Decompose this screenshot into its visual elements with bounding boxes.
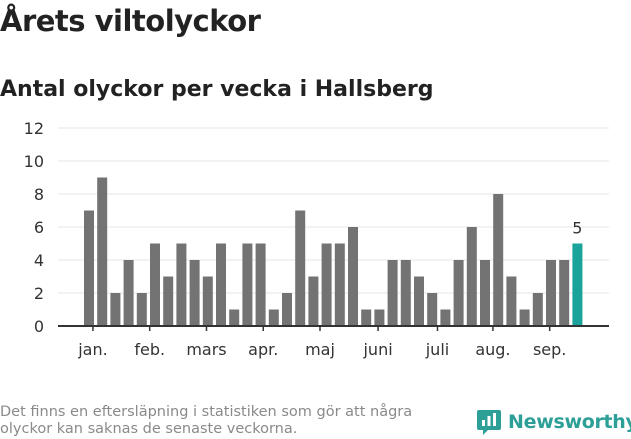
- bar: [229, 309, 240, 326]
- highlighted-bar: [572, 243, 583, 326]
- y-tick-label: 6: [34, 218, 44, 237]
- bar: [506, 276, 517, 326]
- y-tick-label: 2: [34, 284, 44, 303]
- bar: [202, 276, 213, 326]
- x-tick-label: mars: [186, 340, 226, 359]
- y-tick-label: 12: [24, 119, 44, 138]
- brand-name: Newsworthy: [508, 411, 631, 433]
- x-tick-label: maj: [305, 340, 335, 359]
- bar: [374, 309, 385, 326]
- chart-title: Årets viltolyckor: [0, 4, 261, 38]
- bar: [255, 243, 266, 326]
- x-tick-label: apr.: [248, 340, 278, 359]
- y-tick-label: 0: [34, 317, 44, 336]
- bar: [176, 243, 187, 326]
- bar: [282, 293, 292, 326]
- bar: [295, 210, 306, 326]
- bar: [361, 309, 372, 326]
- data-label: 5: [572, 219, 582, 238]
- bar: [440, 309, 451, 326]
- bar: [480, 260, 490, 326]
- bar-chart: 0 2 4 6 8 10 12 5 jan. feb. mars apr. maj juni juli aug…: [24, 119, 609, 359]
- bar: [216, 243, 226, 326]
- y-tick-label: 10: [24, 152, 44, 171]
- bar: [427, 293, 438, 326]
- bar: [453, 260, 464, 326]
- bar: [84, 210, 94, 326]
- bar: [268, 309, 279, 326]
- bar: [123, 260, 134, 326]
- y-tick-label: 8: [34, 185, 44, 204]
- bar: [321, 243, 332, 326]
- bar: [532, 293, 543, 326]
- x-tick-label: juli: [425, 340, 449, 359]
- bar: [414, 276, 424, 326]
- bar: [466, 227, 477, 326]
- bar: [150, 243, 160, 326]
- bar: [189, 260, 200, 326]
- x-tick-label: feb.: [134, 340, 165, 359]
- bar: [559, 260, 570, 326]
- bar: [400, 260, 411, 326]
- bar: [136, 293, 147, 326]
- bar: [348, 227, 358, 326]
- bar: [387, 260, 398, 326]
- x-tick-label: aug.: [475, 340, 510, 359]
- bar: [242, 243, 253, 326]
- bar: [546, 260, 556, 326]
- bar: [97, 177, 108, 326]
- y-tick-label: 4: [34, 251, 44, 270]
- x-tick-label: juni: [362, 340, 392, 359]
- newsworthy-logo-icon: [477, 410, 501, 435]
- bar: [163, 276, 174, 326]
- x-tick-label: jan.: [77, 340, 107, 359]
- bar: [110, 293, 121, 326]
- x-tick-label: sep.: [533, 340, 566, 359]
- chart-subtitle: Antal olyckor per vecka i Hallsberg: [0, 77, 434, 102]
- bar: [493, 194, 504, 326]
- bar: [308, 276, 319, 326]
- newsworthy-brand[interactable]: Newsworthy: [476, 408, 631, 436]
- footnote: Det finns en eftersläpning i statistiken…: [0, 404, 413, 437]
- bar: [334, 243, 345, 326]
- bar: [519, 309, 530, 326]
